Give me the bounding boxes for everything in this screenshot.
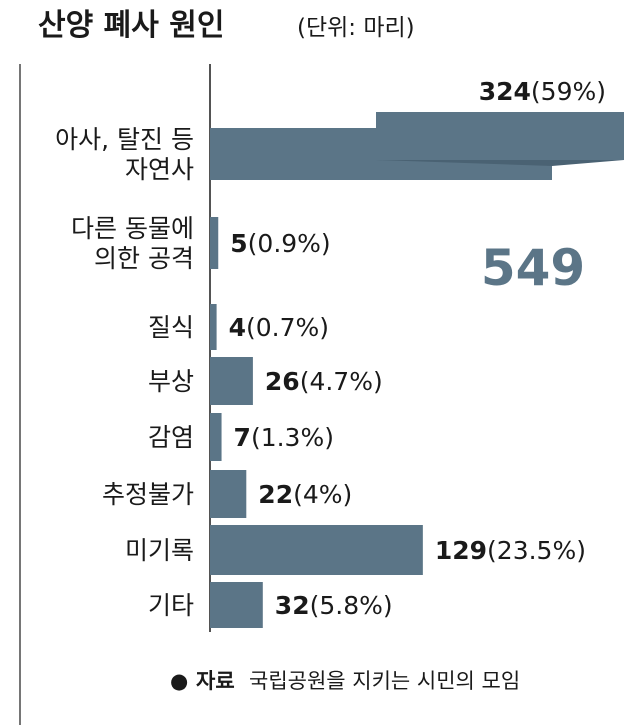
data-label-2: 5(0.9%)	[230, 229, 330, 258]
data-label-1: 324(59%)	[479, 77, 606, 106]
chart-unit: (단위: 마리)	[297, 15, 415, 41]
data-label-value: 22	[258, 480, 293, 509]
bar-3	[210, 304, 217, 350]
data-label-6: 22(4%)	[258, 480, 352, 509]
data-label-percent: (4%)	[293, 480, 352, 509]
data-label-value: 324	[479, 77, 531, 106]
data-label-7: 129(23.5%)	[435, 536, 586, 565]
data-label-percent: (0.7%)	[246, 313, 329, 342]
data-label-8: 32(5.8%)	[275, 591, 393, 620]
category-label-6: 추정불가	[102, 480, 194, 509]
bar-1-overflow	[376, 112, 624, 160]
data-label-4: 26(4.7%)	[265, 367, 383, 396]
data-label-value: 7	[234, 423, 251, 452]
source-text: 국립공원을 지키는 시민의 모임	[249, 669, 520, 693]
data-label-percent: (59%)	[531, 77, 606, 106]
bar-5	[210, 413, 222, 461]
total-count: 549	[481, 239, 585, 297]
category-label-8: 기타	[148, 591, 194, 620]
category-label-1: 아사, 탈진 등	[55, 125, 194, 154]
data-label-percent: (0.9%)	[248, 229, 331, 258]
bar-2	[210, 217, 219, 269]
data-label-percent: (1.3%)	[251, 423, 334, 452]
source-label: 자료	[196, 669, 235, 693]
category-label-3: 질식	[148, 313, 194, 342]
category-label-2: 의한 공격	[94, 244, 194, 273]
bar-7	[210, 525, 423, 575]
category-label-5: 감염	[148, 423, 194, 452]
data-label-value: 5	[230, 229, 247, 258]
data-label-5: 7(1.3%)	[234, 423, 334, 452]
data-label-value: 4	[229, 313, 246, 342]
bar-4	[210, 357, 253, 405]
bar-8	[210, 582, 263, 628]
chart-title: 산양 폐사 원인	[38, 8, 225, 43]
data-label-value: 129	[435, 536, 487, 565]
category-label-1: 자연사	[125, 155, 194, 184]
bar-1-break-icon	[376, 160, 624, 166]
data-label-percent: (23.5%)	[487, 536, 586, 565]
source-bullet-icon: ●	[170, 669, 188, 693]
category-label-4: 부상	[148, 367, 194, 396]
category-label-7: 미기록	[125, 536, 194, 565]
data-label-value: 26	[265, 367, 300, 396]
data-label-3: 4(0.7%)	[229, 313, 329, 342]
data-label-value: 32	[275, 591, 310, 620]
bar-6	[210, 470, 247, 518]
data-label-percent: (5.8%)	[310, 591, 393, 620]
data-label-percent: (4.7%)	[300, 367, 383, 396]
category-label-2: 다른 동물에	[71, 214, 194, 243]
